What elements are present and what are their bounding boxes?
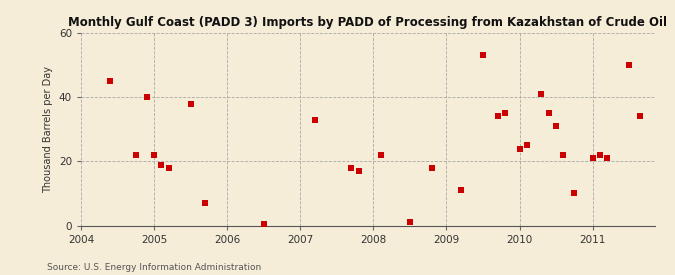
Point — [500, 111, 510, 116]
Point — [634, 114, 645, 119]
Point — [587, 156, 598, 160]
Point — [141, 95, 152, 99]
Point — [522, 143, 533, 147]
Point — [163, 166, 174, 170]
Point — [551, 124, 562, 128]
Point — [427, 166, 437, 170]
Point — [404, 220, 415, 224]
Point — [456, 188, 466, 192]
Y-axis label: Thousand Barrels per Day: Thousand Barrels per Day — [43, 66, 53, 193]
Point — [353, 169, 364, 173]
Point — [569, 191, 580, 196]
Point — [602, 156, 613, 160]
Text: Source: U.S. Energy Information Administration: Source: U.S. Energy Information Administ… — [47, 263, 261, 272]
Point — [130, 153, 141, 157]
Point — [536, 92, 547, 96]
Point — [105, 79, 115, 83]
Point — [624, 63, 634, 67]
Point — [375, 153, 386, 157]
Point — [595, 153, 605, 157]
Point — [200, 201, 211, 205]
Point — [156, 162, 167, 167]
Point — [492, 114, 503, 119]
Point — [558, 153, 569, 157]
Point — [543, 111, 554, 116]
Point — [185, 101, 196, 106]
Point — [309, 117, 320, 122]
Point — [514, 146, 525, 151]
Title: Monthly Gulf Coast (PADD 3) Imports by PADD of Processing from Kazakhstan of Cru: Monthly Gulf Coast (PADD 3) Imports by P… — [68, 16, 668, 29]
Point — [259, 222, 269, 226]
Point — [478, 53, 489, 58]
Point — [148, 153, 159, 157]
Point — [346, 166, 357, 170]
